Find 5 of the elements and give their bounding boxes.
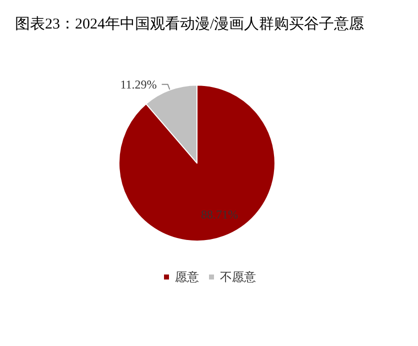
legend-label: 愿意	[175, 270, 199, 284]
data-label: 11.29%	[120, 77, 157, 92]
chart-title: 图表23：2024年中国观看动漫/漫画人群购买谷子意愿	[15, 16, 364, 32]
legend-label: 不愿意	[220, 270, 256, 284]
data-label: 88.71%	[201, 207, 238, 222]
